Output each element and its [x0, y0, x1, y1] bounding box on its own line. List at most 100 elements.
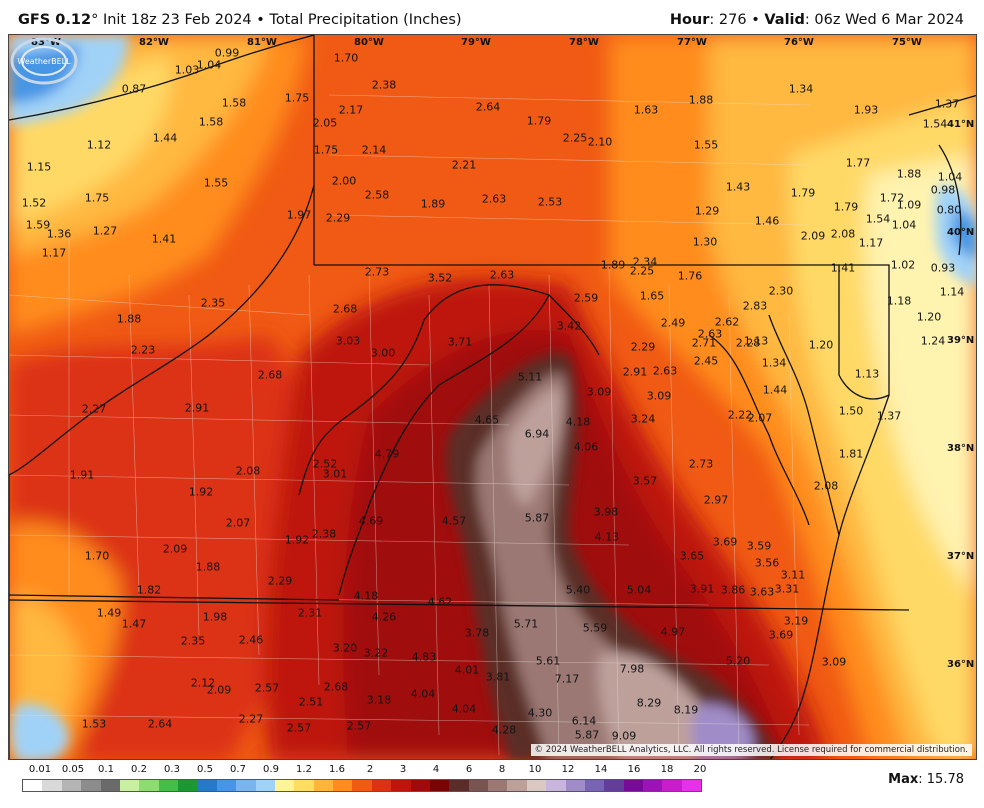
precip-value-label: 2.53 — [537, 195, 563, 209]
ohio-wv-border — [9, 184, 315, 476]
precip-value-label: 3.86 — [720, 583, 746, 597]
precip-value-label: 2.97 — [703, 493, 729, 507]
latitude-label: 41°N — [947, 119, 975, 130]
precip-value-label: 1.44 — [152, 131, 178, 145]
precip-value-label: 2.08 — [830, 227, 856, 241]
precip-value-label: 1.97 — [286, 208, 312, 222]
ny-nj-border — [908, 94, 976, 256]
chesapeake-shore — [708, 314, 840, 536]
legend-ticks: 0.01 0.05 0.1 0.2 0.3 0.5 0.7 0.9 1.2 1.6 2 3 4 6 8 10 1… — [22, 764, 707, 778]
precip-value-label: 1.88 — [688, 93, 714, 107]
precip-value-label: 2.68 — [323, 680, 349, 694]
precip-value-label: 1.91 — [69, 468, 95, 482]
precip-value-label: 2.25 — [629, 264, 655, 278]
latitude-label: 36°N — [947, 659, 975, 670]
precip-value-label: 3.09 — [646, 389, 672, 403]
legend-swatch — [274, 780, 295, 791]
precip-value-label: 3.00 — [370, 346, 396, 360]
precip-value-label: 1.44 — [762, 383, 788, 397]
precip-value-label: 1.75 — [284, 91, 310, 105]
precip-value-label: 1.89 — [420, 197, 446, 211]
precip-value-label: 1.47 — [121, 617, 147, 631]
precip-value-label: 2.58 — [364, 188, 390, 202]
precip-value-label: 2.68 — [257, 368, 283, 382]
precip-value-label: 1.13 — [743, 334, 769, 348]
precip-value-label: 1.63 — [633, 103, 659, 117]
precip-value-label: 4.26 — [371, 610, 397, 624]
precip-value-label: 1.50 — [838, 404, 864, 418]
legend-swatch — [623, 780, 643, 791]
precip-value-label: 2.52 — [312, 457, 338, 471]
precip-value-label: 1.92 — [284, 533, 310, 547]
precip-value-label: 3.22 — [363, 646, 389, 660]
precip-value-label: 4.28 — [491, 723, 517, 737]
legend-swatch — [662, 780, 682, 791]
longitude-label: 82°W — [139, 37, 169, 48]
precip-value-label: 4.83 — [411, 650, 437, 664]
precip-value-label: 2.73 — [688, 457, 714, 471]
precip-value-label: 2.63 — [697, 327, 723, 341]
valid-value: : 06z Wed 6 Mar 2024 — [804, 12, 964, 28]
precip-value-label: 2.07 — [747, 411, 773, 425]
precip-value-label: 4.69 — [358, 514, 384, 528]
legend-swatch — [488, 780, 508, 791]
legend-tick-label: 16 — [627, 764, 641, 775]
precip-value-label: 3.98 — [593, 505, 619, 519]
precipitation-map[interactable]: 0.99 1.03 1.04 0.87 1.58 1.75 1.58 1.12 1.44 1.15… — [8, 34, 977, 760]
precip-value-label: 3.63 — [749, 585, 775, 599]
precip-value-label: 2.17 — [338, 103, 364, 117]
precip-value-label: 3.57 — [632, 474, 658, 488]
precip-value-label: 2.08 — [235, 464, 261, 478]
precip-value-label: 2.57 — [254, 681, 280, 695]
precip-value-label: 2.31 — [297, 606, 323, 620]
precip-value-label: 2.45 — [693, 354, 719, 368]
precip-value-label: 3.09 — [821, 655, 847, 669]
precip-value-label: 2.30 — [768, 284, 794, 298]
precip-value-label: 2.91 — [184, 401, 210, 415]
precip-value-label: 1.70 — [84, 549, 110, 563]
precip-value-label: 3.56 — [754, 556, 780, 570]
state-borders — [9, 35, 976, 759]
field-pink-south — [597, 653, 712, 759]
precip-value-label: 1.65 — [639, 289, 665, 303]
precip-value-label: 3.81 — [485, 670, 511, 684]
longitude-label: 77°W — [677, 37, 707, 48]
legend-tick-label: 0.1 — [98, 764, 114, 775]
precip-value-label: 2.07 — [225, 516, 251, 530]
legend-swatch — [643, 780, 663, 791]
va-nc-border — [9, 599, 910, 611]
precip-value-label: 5.20 — [725, 654, 751, 668]
map-title: GFS 0.12° Init 18z 23 Feb 2024 • Total P… — [18, 12, 462, 28]
precip-value-label: 2.00 — [331, 174, 357, 188]
precip-value-label: 4.01 — [454, 663, 480, 677]
legend-swatch — [352, 780, 372, 791]
precip-value-label: 1.04 — [937, 170, 963, 184]
precip-value-label: 2.25 — [562, 131, 588, 145]
legend-swatch — [23, 780, 43, 791]
precip-value-label: 3.01 — [322, 467, 348, 481]
precip-value-label: 1.70 — [333, 51, 359, 65]
precip-value-label: 2.12 — [190, 676, 216, 690]
copyright-notice: © 2024 WeatherBELL Analytics, LLC. All r… — [530, 744, 972, 756]
precip-value-label: 2.34 — [632, 255, 658, 269]
precip-value-label: 7.17 — [554, 672, 580, 686]
precip-value-label: 1.55 — [203, 176, 229, 190]
precip-value-label: 3.20 — [332, 641, 358, 655]
precip-value-label: 2.46 — [238, 633, 264, 647]
precip-value-label: 1.58 — [221, 96, 247, 110]
precip-value-label: 1.41 — [151, 232, 177, 246]
precip-value-label: 1.88 — [116, 312, 142, 326]
precip-value-label: 2.59 — [573, 291, 599, 305]
precip-value-label: 2.29 — [267, 574, 293, 588]
legend-swatch — [100, 780, 120, 791]
precip-value-label: 1.41 — [830, 261, 856, 275]
legend-swatch — [604, 780, 624, 791]
precip-value-label: 3.31 — [774, 582, 800, 596]
precip-value-label: 1.24 — [920, 334, 946, 348]
precip-value-label: 1.79 — [833, 200, 859, 214]
precip-value-label: 2.63 — [481, 192, 507, 206]
legend-swatch — [449, 780, 469, 791]
precip-value-label: 4.79 — [374, 447, 400, 461]
precip-value-label: 3.09 — [586, 385, 612, 399]
precip-value-label: 3.03 — [335, 334, 361, 348]
